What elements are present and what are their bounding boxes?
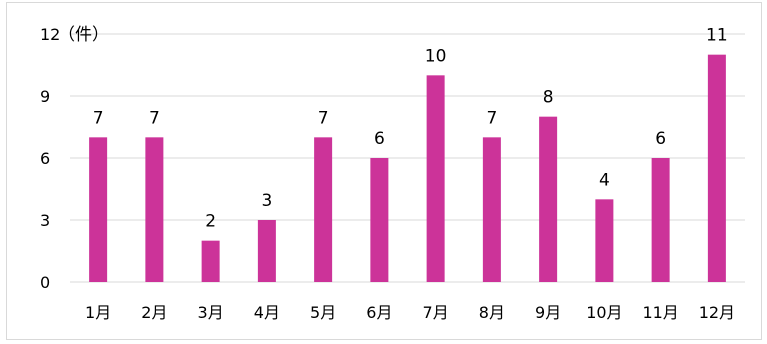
bar [145,137,164,282]
x-tick-label: 3月 [198,303,224,322]
data-label: 2 [205,212,216,232]
y-tick-label: 0 [40,273,50,292]
x-tick-label: 7月 [423,303,449,322]
bar [595,199,614,282]
x-tick-label: 2月 [141,303,167,322]
bar [651,158,670,282]
gridlines [70,33,745,283]
data-label: 7 [93,108,104,128]
x-tick-label: 11月 [642,303,678,322]
bar [539,116,558,283]
bar [426,75,445,282]
data-label: 6 [374,129,385,149]
x-tick-label: 4月 [254,303,280,322]
y-tick-label: 12 [40,25,60,44]
x-axis: 1月 2月 3月 4月 5月 6月 7月 8月 9月 10月 11月 12月 [85,303,735,322]
data-label: 7 [486,108,497,128]
x-tick-label: 10月 [586,303,622,322]
data-label: 4 [599,170,610,190]
bar [201,240,220,282]
data-label: 7 [149,108,160,128]
bars: 7 7 2 3 7 6 10 7 8 4 6 11 [89,26,728,283]
bar [707,54,726,282]
data-label: 3 [261,191,272,211]
data-label: 6 [655,129,666,149]
x-tick-label: 5月 [310,303,336,322]
y-axis: （件） 0 3 6 9 12 [40,25,109,292]
data-label: 7 [318,108,329,128]
x-tick-label: 1月 [85,303,111,322]
x-tick-label: 8月 [479,303,505,322]
y-tick-label: 9 [40,87,50,106]
data-label: 8 [543,88,554,108]
bar [89,137,108,282]
bar [257,220,276,282]
bar [314,137,333,282]
x-tick-label: 9月 [535,303,561,322]
bar [370,158,389,282]
data-label: 10 [425,46,447,66]
x-tick-label: 12月 [699,303,735,322]
y-tick-label: 6 [40,149,50,168]
y-tick-label: 3 [40,211,50,230]
x-tick-label: 6月 [366,303,392,322]
y-unit-label: （件） [58,25,109,45]
data-label: 11 [706,26,728,46]
bar [482,137,501,282]
